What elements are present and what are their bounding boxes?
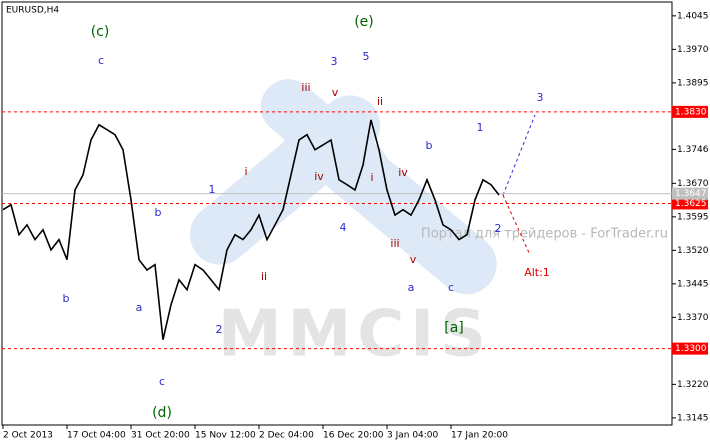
x-tick-label: 3 Jan 04:00 [387, 431, 439, 441]
wave-label: v [332, 86, 339, 99]
wave-label: c [98, 54, 104, 67]
y-tick-label: 1.3595 [677, 212, 709, 222]
wave-label: iii [301, 81, 310, 94]
level-label: 1.3300 [675, 344, 707, 354]
wave-label: (d) [152, 405, 172, 421]
projection-line [502, 194, 531, 256]
price-label: 1.3647 [675, 189, 707, 199]
wave-label: 4 [340, 221, 347, 234]
plot-frame [1, 1, 673, 426]
chart-title: EURUSD,H4 [6, 6, 59, 16]
projection-line [502, 114, 536, 196]
y-tick-label: 1.3520 [677, 246, 709, 256]
wave-label: ii [377, 95, 383, 108]
wave-label: b [155, 206, 162, 219]
wave-label: (c) [91, 24, 110, 40]
x-tick-label: 17 Jan 20:00 [451, 431, 508, 441]
wave-label: 1 [477, 121, 484, 134]
wave-label: 5 [363, 50, 370, 63]
x-tick-label: 2 Oct 2013 [3, 431, 53, 441]
y-tick-label: 1.3746 [677, 145, 709, 155]
x-tick-label: 16 Dec 20:00 [323, 431, 384, 441]
x-tick-label: 31 Oct 20:00 [131, 431, 190, 441]
y-tick-label: 1.3145 [677, 413, 709, 423]
wave-label: a [408, 281, 415, 294]
y-tick-label: 1.3895 [677, 78, 709, 88]
wave-label: i [244, 165, 247, 178]
x-tick-label: 17 Oct 04:00 [67, 431, 126, 441]
y-tick-label: 1.4045 [677, 11, 709, 21]
y-tick-label: 1.3370 [677, 313, 709, 323]
wave-label: c [159, 375, 165, 388]
wave-label: i [370, 171, 373, 184]
wave-label: iv [398, 166, 408, 179]
wave-label: 2 [495, 222, 502, 235]
y-tick-label: 1.3970 [677, 45, 709, 55]
wave-label: 3 [331, 55, 338, 68]
wave-label: 1 [209, 183, 216, 196]
wave-label: b [426, 139, 433, 152]
level-label: 1.3625 [675, 199, 707, 209]
annotations: (c) c (e) 5 3 iii v ii 1 3 b iv iv i i 1… [63, 14, 550, 421]
x-tick-label: 15 Nov 12:00 [195, 431, 256, 441]
wave-label: ii [261, 270, 267, 283]
wave-label: a [136, 301, 143, 314]
level-box [672, 342, 708, 355]
wave-label: iii [390, 237, 399, 250]
wave-label: 3 [537, 91, 544, 104]
wave-label: 2 [216, 323, 223, 336]
level-box [672, 105, 708, 118]
wave-label: (e) [354, 14, 374, 30]
wave-label: c [448, 281, 454, 294]
x-tick-label: 2 Dec 04:00 [259, 431, 314, 441]
level-label: 1.3830 [675, 107, 707, 117]
wave-label: [a] [444, 320, 464, 336]
y-tick-label: 1.3445 [677, 279, 709, 289]
wave-label: b [63, 292, 70, 305]
y-tick-label: 1.3220 [677, 380, 709, 390]
level-box [672, 197, 708, 210]
price-line-series [2, 119, 500, 340]
wave-label: iv [314, 170, 324, 183]
source-note: Портал для трейдеров - ForTrader.ru [421, 227, 668, 242]
wave-label: v [410, 253, 417, 266]
y-tick-label: 1.3670 [677, 179, 709, 189]
watermark: MMCIS [218, 298, 492, 372]
wave-label: Alt:1 [524, 266, 550, 279]
price-box [672, 187, 708, 200]
